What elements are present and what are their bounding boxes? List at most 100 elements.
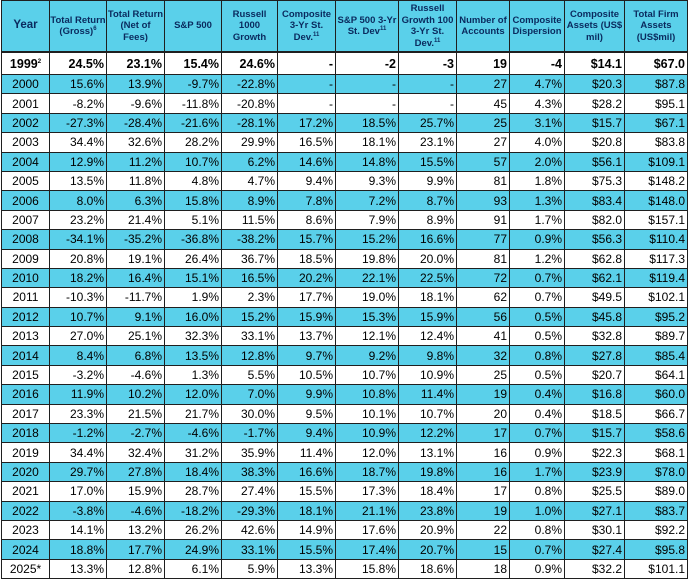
total-firm-assets-cell: $157.1 xyxy=(624,209,688,231)
number-of-accounts-cell: 16 xyxy=(456,442,510,463)
sp500-3yr-stdev-cell: 10.9% xyxy=(335,423,399,444)
total-firm-assets-cell: $78.0 xyxy=(624,461,688,483)
year-label: 2007 xyxy=(12,212,39,227)
russell-1000-growth-cell: 2.3% xyxy=(221,287,278,308)
composite-dispersion-cell: 0.8% xyxy=(509,345,565,366)
table-row: 2019 34.4% 32.4% 31.2% 35.9% 11.4% 12.0% 13.1% 1… xyxy=(1,442,688,463)
total-return-net-cell: 11.2% xyxy=(106,151,165,172)
total-return-gross-cell: 34.4% xyxy=(49,442,107,463)
number-of-accounts-cell: 16 xyxy=(456,461,510,483)
table-row: 2003 34.4% 32.6% 28.2% 29.9% 16.5% 18.1% 23.1% 2… xyxy=(1,132,688,153)
composite-assets-cell: $16.8 xyxy=(564,384,625,405)
composite-dispersion-cell: 0.7% xyxy=(509,267,565,289)
year-label: 2013 xyxy=(12,329,39,344)
russell-1000-growth-cell: -38.2% xyxy=(221,229,278,250)
header-label: Russell Growth 100 3-Yr St. Dev. xyxy=(401,3,454,49)
number-of-accounts-cell: 18 xyxy=(456,558,510,579)
table-row: 2002 -27.3% -28.4% -21.6% -28.1% 17.2% 18.5% 25… xyxy=(1,112,688,134)
russell-1000-growth-cell: 15.2% xyxy=(221,306,278,328)
russell-growth-3yr-stdev-cell: 20.7% xyxy=(398,539,457,560)
year-cell: 2014 xyxy=(1,345,50,366)
sp500-3yr-stdev-cell: 18.7% xyxy=(335,461,399,483)
sp500-3yr-stdev-cell: 9.2% xyxy=(335,345,399,366)
year-label: 2020 xyxy=(12,465,39,479)
composite-3yr-stdev-cell: - xyxy=(277,93,336,114)
composite-dispersion-cell: 1.2% xyxy=(509,248,565,269)
composite-dispersion-cell: 0.7% xyxy=(509,539,565,560)
total-return-net-cell: 6.3% xyxy=(106,190,165,211)
number-of-accounts-cell: 45 xyxy=(456,93,510,114)
russell-growth-3yr-stdev-cell: - xyxy=(398,73,457,95)
composite-dispersion-cell: 1.3% xyxy=(509,190,565,211)
composite-3yr-stdev-cell: - xyxy=(277,73,336,95)
table-row: 2014 8.4% 6.8% 13.5% 12.8% 9.7% 9.2% 9.8% 32 0.8%… xyxy=(1,345,688,366)
sp500-cell: -4.6% xyxy=(164,423,222,444)
sp500-cell: 24.9% xyxy=(164,539,222,560)
table-row: 2009 20.8% 19.1% 26.4% 36.7% 18.5% 19.8% 20.0% 8… xyxy=(1,248,688,269)
table-row: 2011 -10.3% -11.7% 1.9% 2.3% 17.7% 19.0% 18.1% 6… xyxy=(1,287,688,308)
total-return-net-cell: 27.8% xyxy=(106,461,165,483)
number-of-accounts-cell: 19 xyxy=(456,500,510,521)
total-return-gross-cell: 24.5% xyxy=(49,51,107,75)
header-label: Composite Assets (US$ mil) xyxy=(566,8,623,43)
russell-growth-3yr-stdev-cell: 18.4% xyxy=(398,481,457,502)
number-of-accounts-cell: 25 xyxy=(456,112,510,134)
composite-3yr-stdev-cell: 10.5% xyxy=(277,364,336,386)
table-body: 19992 24.5% 23.1% 15.4% 24.6% - -2 -3 19 -4 $14.1 $… xyxy=(1,51,688,579)
year-label: 2010 xyxy=(12,271,39,286)
composite-assets-cell: $83.4 xyxy=(564,190,625,211)
header-total-return-gross: Total Return (Gross)6 xyxy=(49,0,107,53)
year-label: 2019 xyxy=(12,445,39,460)
total-firm-assets-cell: $64.1 xyxy=(624,364,688,386)
footnote-marker: 6 xyxy=(93,25,97,32)
number-of-accounts-cell: 27 xyxy=(456,73,510,95)
sp500-3yr-stdev-cell: 21.1% xyxy=(335,500,399,521)
total-return-gross-cell: 18.2% xyxy=(49,267,107,289)
total-return-gross-cell: 13.3% xyxy=(49,558,107,579)
russell-growth-3yr-stdev-cell: 15.5% xyxy=(398,151,457,172)
year-cell: 2022 xyxy=(1,500,50,521)
sp500-3yr-stdev-cell: 7.2% xyxy=(335,190,399,211)
table-row: 2008 -34.1% -35.2% -36.8% -38.2% 15.7% 15.2% 16… xyxy=(1,229,688,250)
composite-3yr-stdev-cell: 8.6% xyxy=(277,209,336,231)
total-return-gross-cell: -3.2% xyxy=(49,364,107,386)
header-composite-assets: Composite Assets (US$ mil) xyxy=(564,0,625,53)
header-label: Year xyxy=(13,19,38,32)
table-row: 2018 -1.2% -2.7% -4.6% -1.7% 9.4% 10.9% 12.2% 17… xyxy=(1,423,688,444)
year-cell: 2024 xyxy=(1,539,50,560)
composite-assets-cell: $18.5 xyxy=(564,403,625,425)
year-cell: 2023 xyxy=(1,519,50,541)
composite-3yr-stdev-cell: 14.6% xyxy=(277,151,336,172)
composite-assets-cell: $28.2 xyxy=(564,93,625,114)
total-return-gross-cell: -34.1% xyxy=(49,229,107,250)
composite-dispersion-cell: 0.7% xyxy=(509,287,565,308)
total-return-net-cell: 12.8% xyxy=(106,558,165,579)
composite-assets-cell: $15.7 xyxy=(564,423,625,444)
total-firm-assets-cell: $117.3 xyxy=(624,248,688,269)
total-return-gross-cell: 10.7% xyxy=(49,306,107,328)
sp500-cell: -11.8% xyxy=(164,93,222,114)
sp500-cell: 1.9% xyxy=(164,287,222,308)
year-cell: 2016 xyxy=(1,384,50,405)
header-composite-3yr-stdev: Composite 3-Yr St. Dev.11 xyxy=(277,0,336,53)
sp500-cell: 21.7% xyxy=(164,403,222,425)
total-return-net-cell: -28.4% xyxy=(106,112,165,134)
russell-growth-3yr-stdev-cell: 12.2% xyxy=(398,423,457,444)
composite-3yr-stdev-cell: 20.2% xyxy=(277,267,336,289)
composite-3yr-stdev-cell: 15.5% xyxy=(277,539,336,560)
composite-assets-cell: $20.3 xyxy=(564,73,625,95)
number-of-accounts-cell: 72 xyxy=(456,267,510,289)
year-cell: 2002 xyxy=(1,112,50,134)
total-firm-assets-cell: $148.0 xyxy=(624,190,688,211)
header-label: S&P 500 3-Yr St. Dev xyxy=(337,14,397,38)
table-row: 2012 10.7% 9.1% 16.0% 15.2% 15.9% 15.3% 15.9% 56… xyxy=(1,306,688,328)
russell-1000-growth-cell: 29.9% xyxy=(221,132,278,153)
number-of-accounts-cell: 19 xyxy=(456,51,510,75)
number-of-accounts-cell: 56 xyxy=(456,306,510,328)
number-of-accounts-cell: 32 xyxy=(456,345,510,366)
total-return-gross-cell: 27.0% xyxy=(49,326,107,347)
number-of-accounts-cell: 93 xyxy=(456,190,510,211)
year-label: 2005 xyxy=(12,174,39,189)
total-firm-assets-cell: $95.1 xyxy=(624,93,688,114)
header-label: Composite 3-Yr St. Dev. xyxy=(281,8,332,43)
